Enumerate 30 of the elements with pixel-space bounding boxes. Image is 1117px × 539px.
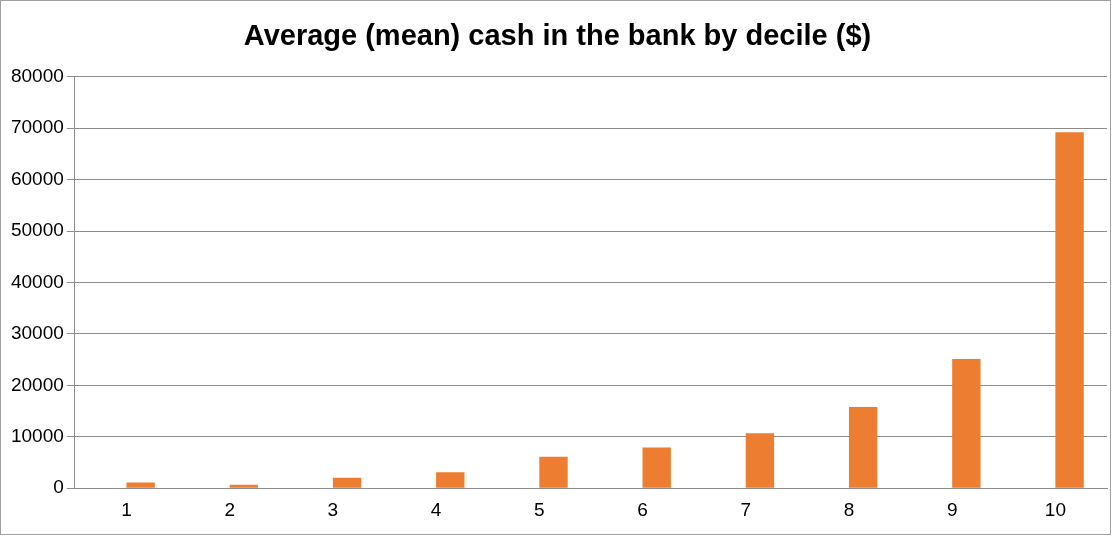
y-tick-label: 50000 — [10, 219, 64, 241]
y-tick-label: 60000 — [10, 167, 64, 189]
y-tick-label: 70000 — [10, 116, 64, 138]
bar — [1055, 132, 1084, 488]
bar — [229, 484, 259, 488]
x-tick-label: 1 — [121, 498, 132, 520]
x-tick-label: 7 — [740, 498, 752, 520]
x-tick-label: 3 — [327, 498, 339, 520]
x-tick-label: 6 — [637, 498, 648, 520]
bar — [539, 456, 568, 488]
bar — [332, 477, 362, 488]
bar — [436, 472, 465, 488]
y-tick-label: 80000 — [10, 65, 64, 87]
chart-title: Average (mean) cash in the bank by decile ($) — [243, 19, 872, 52]
x-tick-label: 2 — [224, 498, 235, 520]
y-tick-label: 20000 — [10, 373, 64, 395]
bar — [745, 433, 775, 488]
y-tick-label: 30000 — [10, 322, 64, 344]
y-tick-label: 10000 — [10, 425, 64, 447]
y-tick-label: 0 — [53, 476, 64, 498]
x-tick-label: 8 — [843, 498, 855, 520]
bar — [642, 447, 671, 488]
x-tick-label: 10 — [1044, 498, 1066, 520]
bar — [952, 359, 981, 488]
x-tick-label: 4 — [430, 498, 442, 520]
x-tick-label: 9 — [946, 498, 958, 520]
bar — [126, 482, 155, 488]
x-tick-label: 5 — [534, 498, 545, 520]
bar — [848, 406, 878, 488]
y-tick-label: 40000 — [10, 270, 64, 292]
